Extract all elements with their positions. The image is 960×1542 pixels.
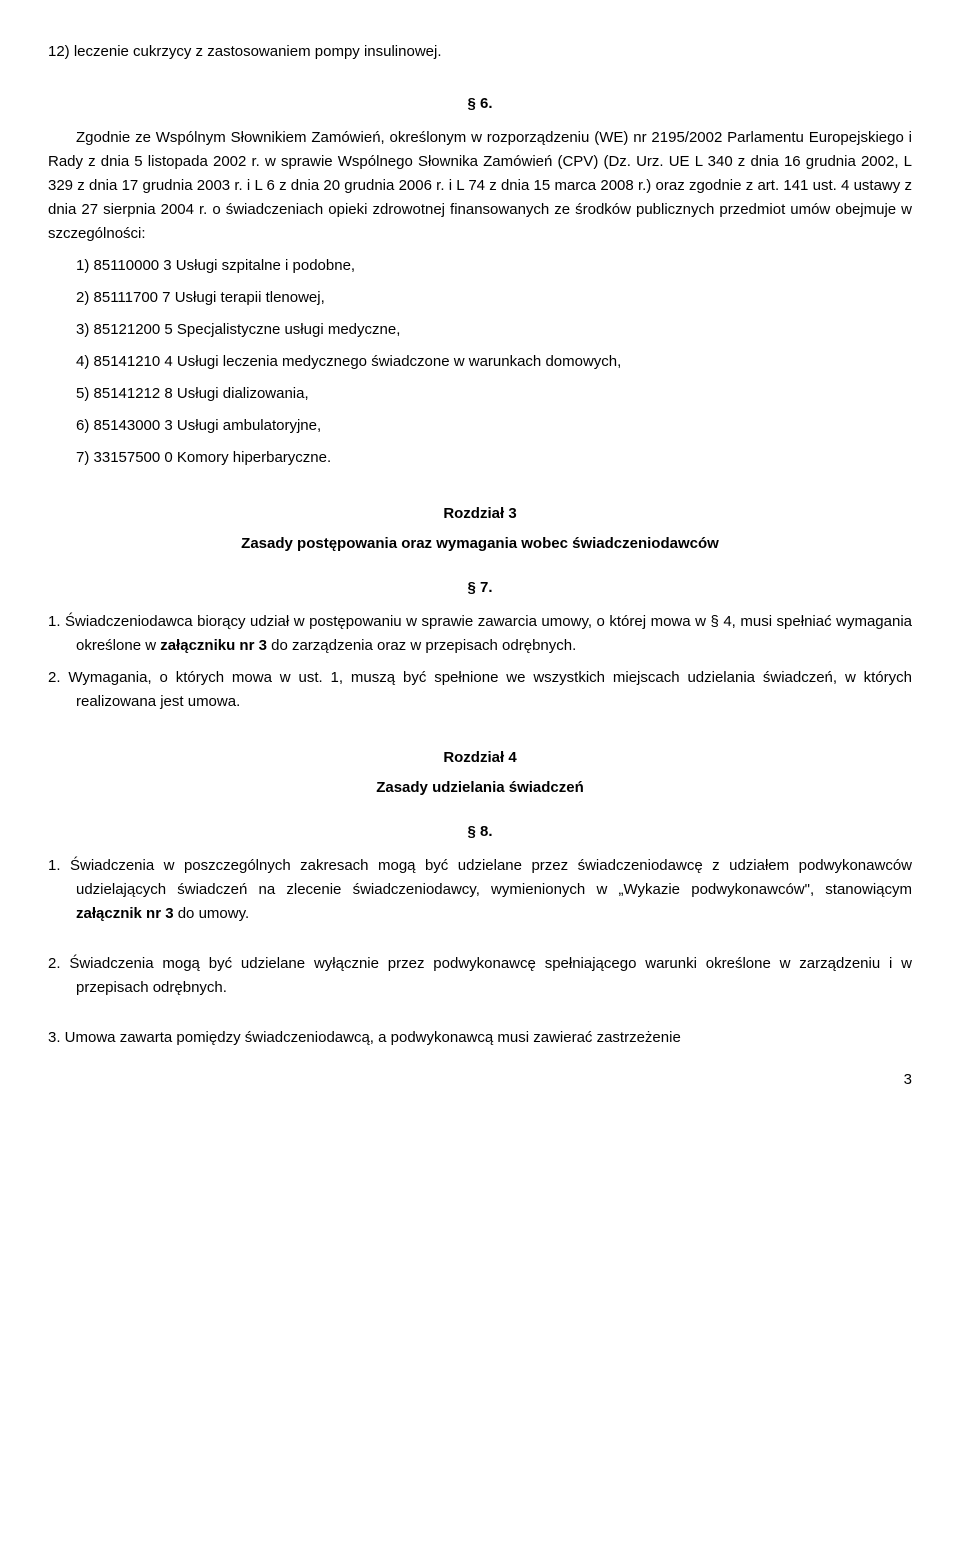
section-8-number: § 8. xyxy=(48,820,912,844)
section-8-item-1-bold: załącznik nr 3 xyxy=(76,905,174,922)
section-8-item-2: 2. Świadczenia mogą być udzielane wyłącz… xyxy=(48,952,912,1000)
section-6-intro: Zgodnie ze Wspólnym Słownikiem Zamówień,… xyxy=(48,126,912,246)
section-6-item-7: 7) 33157500 0 Komory hiperbaryczne. xyxy=(48,446,912,470)
section-6-item-5: 5) 85141212 8 Usługi dializowania, xyxy=(48,382,912,406)
page-number: 3 xyxy=(48,1068,912,1092)
section-6-number: § 6. xyxy=(48,92,912,116)
section-7-item-1-post: do zarządzenia oraz w przepisach odrębny… xyxy=(267,637,576,654)
section-7-number: § 7. xyxy=(48,576,912,600)
section-6-item-3: 3) 85121200 5 Specjalistyczne usługi med… xyxy=(48,318,912,342)
chapter-3-subtitle: Zasady postępowania oraz wymagania wobec… xyxy=(48,532,912,556)
chapter-3-title: Rozdział 3 xyxy=(48,502,912,526)
section-7-item-2: 2. Wymagania, o których mowa w ust. 1, m… xyxy=(48,666,912,714)
section-6-item-1: 1) 85110000 3 Usługi szpitalne i podobne… xyxy=(48,254,912,278)
section-8-item-1: 1. Świadczenia w poszczególnych zakresac… xyxy=(48,854,912,926)
chapter-4-title: Rozdział 4 xyxy=(48,746,912,770)
section-8-item-1-pre: 1. Świadczenia w poszczególnych zakresac… xyxy=(48,857,912,898)
section-7-item-1: 1. Świadczeniodawca biorący udział w pos… xyxy=(48,610,912,658)
section-6-item-4: 4) 85141210 4 Usługi leczenia medycznego… xyxy=(48,350,912,374)
chapter-4-subtitle: Zasady udzielania świadczeń xyxy=(48,776,912,800)
section-6-item-2: 2) 85111700 7 Usługi terapii tlenowej, xyxy=(48,286,912,310)
section-8-item-3: 3. Umowa zawarta pomiędzy świadczeniodaw… xyxy=(48,1026,912,1050)
section-7-item-1-bold: załączniku nr 3 xyxy=(160,637,267,654)
item-12-text: 12) leczenie cukrzycy z zastosowaniem po… xyxy=(48,40,912,64)
section-6-item-6: 6) 85143000 3 Usługi ambulatoryjne, xyxy=(48,414,912,438)
section-8-item-1-post: do umowy. xyxy=(174,905,250,922)
